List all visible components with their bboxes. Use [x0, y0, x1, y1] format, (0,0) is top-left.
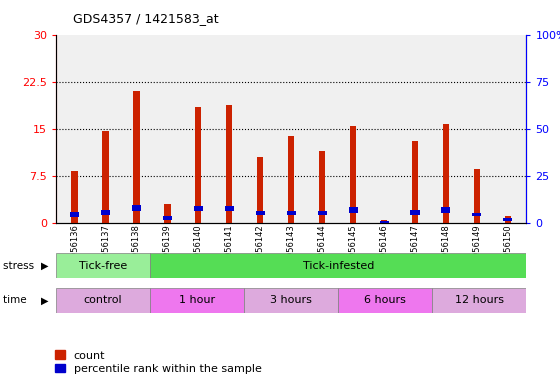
Bar	[72, 171, 78, 223]
Bar	[412, 141, 418, 223]
Bar	[318, 211, 326, 215]
Bar	[164, 204, 171, 223]
Bar	[101, 210, 110, 215]
Bar	[244, 288, 338, 313]
Bar	[225, 206, 234, 212]
Bar	[287, 211, 296, 215]
Bar	[150, 253, 526, 278]
Bar	[505, 217, 511, 223]
Text: 12 hours: 12 hours	[455, 295, 504, 306]
Legend: count, percentile rank within the sample: count, percentile rank within the sample	[50, 346, 266, 379]
Bar	[56, 253, 150, 278]
Bar	[288, 136, 295, 223]
Bar	[132, 205, 141, 212]
Bar	[443, 124, 449, 223]
Bar	[195, 107, 202, 223]
Bar	[474, 169, 480, 223]
Bar	[257, 157, 263, 223]
Bar	[432, 288, 526, 313]
Text: stress: stress	[3, 261, 37, 271]
Text: ▶: ▶	[41, 261, 48, 271]
Bar	[226, 105, 232, 223]
Bar	[472, 213, 482, 217]
Text: 6 hours: 6 hours	[365, 295, 406, 306]
Bar	[102, 131, 109, 223]
Bar	[338, 288, 432, 313]
Bar	[163, 217, 172, 220]
Bar	[319, 151, 325, 223]
Bar	[381, 220, 387, 223]
Text: 1 hour: 1 hour	[179, 295, 215, 306]
Bar	[133, 91, 139, 223]
Bar	[256, 211, 265, 215]
Bar	[70, 212, 79, 217]
Bar	[410, 210, 419, 215]
Text: time: time	[3, 295, 30, 305]
Bar	[348, 207, 358, 213]
Text: 3 hours: 3 hours	[270, 295, 312, 306]
Text: Tick-infested: Tick-infested	[302, 261, 374, 271]
Text: GDS4357 / 1421583_at: GDS4357 / 1421583_at	[73, 12, 218, 25]
Bar	[380, 221, 389, 223]
Bar	[56, 288, 150, 313]
Bar	[194, 206, 203, 212]
Bar	[350, 126, 356, 223]
Text: ▶: ▶	[41, 295, 48, 305]
Bar	[150, 288, 244, 313]
Bar	[503, 218, 512, 221]
Text: Tick-free: Tick-free	[79, 261, 127, 271]
Bar	[441, 207, 450, 213]
Text: control: control	[84, 295, 122, 306]
